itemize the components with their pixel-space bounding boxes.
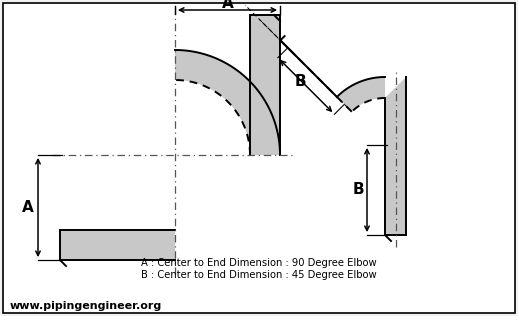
Polygon shape (280, 40, 352, 112)
Text: www.pipingengineer.org: www.pipingengineer.org (10, 301, 162, 311)
Text: A : Center to End Dimension : 90 Degree Elbow: A : Center to End Dimension : 90 Degree … (141, 258, 377, 268)
Polygon shape (250, 15, 280, 155)
Text: A: A (222, 0, 234, 10)
Polygon shape (60, 230, 175, 260)
Polygon shape (385, 77, 406, 235)
Text: B: B (294, 75, 306, 89)
Text: A: A (22, 200, 34, 215)
Polygon shape (337, 77, 385, 112)
Text: B : Center to End Dimension : 45 Degree Elbow: B : Center to End Dimension : 45 Degree … (141, 270, 377, 280)
Text: B: B (352, 183, 364, 198)
Polygon shape (175, 50, 280, 155)
